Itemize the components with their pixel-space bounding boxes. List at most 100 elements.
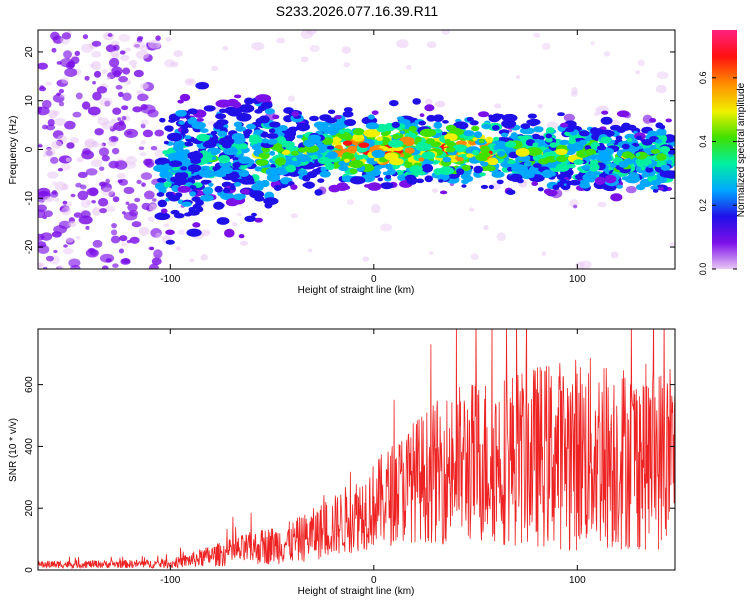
heatmap-noise-blob (38, 201, 43, 205)
heatmap-signal-blob (438, 179, 444, 183)
heatmap-noise-blob (61, 76, 69, 84)
heatmap-noise-blob (85, 225, 90, 230)
heatmap-signal-blob (406, 147, 415, 154)
heatmap-noise-blob (56, 79, 69, 87)
colorbar-tick-label: 0.4 (698, 135, 708, 148)
heatmap-noise-blob (115, 85, 123, 90)
heatmap-signal-blob (555, 163, 570, 172)
heatmap-signal-blob (244, 215, 256, 223)
heatmap-noise-blob (150, 228, 162, 238)
heatmap-noise-blob (75, 235, 81, 240)
heatmap-noise-blob (165, 36, 172, 42)
heatmap-signal-blob (610, 162, 617, 168)
heatmap-signal-blob (343, 158, 350, 163)
heatmap-noise-blob (647, 123, 654, 128)
heatmap-signal-blob (649, 117, 657, 123)
heatmap-signal-blob (618, 161, 629, 168)
heatmap-noise-blob (46, 196, 55, 202)
colorbar-ticks: 0.0 0.2 0.4 0.6 (698, 72, 737, 275)
heatmap-noise-blob (153, 249, 163, 259)
heatmap-noise-blob (125, 201, 130, 205)
heatmap-signal-blob (581, 165, 591, 170)
heatmap-signal-blob (269, 150, 276, 156)
heatmap-signal-blob (233, 181, 242, 187)
heatmap-signal-blob (322, 137, 334, 145)
heatmap-noise-blob (51, 140, 63, 149)
x-tick-label: -100 (160, 575, 180, 586)
heatmap-noise-blob (127, 203, 138, 212)
heatmap-signal-blob (178, 120, 185, 125)
heatmap-signal-blob (233, 193, 245, 201)
heatmap-signal-blob (500, 132, 509, 138)
heatmap-signal-blob (421, 163, 434, 173)
heatmap-signal-blob (408, 125, 417, 132)
heatmap-signal-blob (655, 122, 664, 129)
heatmap-signal-blob (258, 115, 270, 124)
heatmap-signal-blob (255, 94, 272, 103)
heatmap-signal-blob (269, 121, 281, 128)
heatmap-noise-blob (189, 258, 195, 263)
heatmap-noise-blob (341, 46, 351, 54)
heatmap-noise-blob (92, 207, 101, 216)
heatmap-signal-blob (314, 189, 323, 196)
heatmap-signal-blob (232, 162, 241, 169)
heatmap-signal-blob (615, 135, 623, 141)
heatmap-signal-blob (219, 166, 233, 175)
heatmap-signal-blob (488, 184, 494, 190)
heatmap-noise-blob (117, 117, 122, 121)
heatmap-noise-blob (236, 212, 242, 217)
heatmap-noise-blob (77, 171, 88, 179)
heatmap-signal-blob (525, 147, 543, 156)
heatmap-signal-blob (367, 182, 382, 191)
heatmap-noise-blob (50, 191, 59, 198)
heatmap-signal-blob (568, 138, 576, 145)
heatmap-signal-blob (203, 105, 216, 112)
heatmap-x-label: Height of straight line (km) (298, 285, 415, 296)
heatmap-noise-blob (111, 147, 120, 155)
heatmap-noise-blob (70, 193, 76, 198)
heatmap-signal-blob (192, 222, 201, 228)
heatmap-signal-blob (268, 128, 276, 134)
heatmap-signal-blob (189, 191, 197, 197)
heatmap-signal-blob (215, 99, 232, 108)
heatmap-signal-blob (216, 217, 230, 225)
heatmap-signal-blob (533, 126, 544, 133)
heatmap-signal-blob (601, 110, 609, 115)
heatmap-signal-blob (248, 134, 260, 141)
heatmap-noise-blob (56, 61, 62, 65)
heatmap-noise-blob (140, 123, 146, 129)
heatmap-noise-blob (537, 103, 543, 109)
heatmap-signal-blob (426, 160, 434, 165)
heatmap-noise-blob (300, 30, 314, 39)
heatmap-signal-blob (261, 138, 269, 144)
heatmap-noise-blob (147, 216, 155, 222)
heatmap-signal-blob (350, 176, 366, 185)
heatmap-signal-blob (187, 117, 198, 125)
heatmap-signal-blob (545, 133, 553, 139)
heatmap-signal-blob (526, 119, 534, 125)
heatmap-signal-blob (557, 181, 565, 188)
heatmap-signal-blob (306, 171, 318, 179)
heatmap-signal-blob (658, 186, 664, 191)
heatmap-noise-blob (533, 32, 541, 38)
heatmap-noise-blob (170, 61, 179, 68)
heatmap-signal-blob (532, 142, 539, 147)
heatmap-signal-blob (327, 109, 336, 115)
heatmap-noise-blob (140, 104, 148, 111)
heatmap-noise-blob (406, 64, 412, 70)
heatmap-signal-blob (272, 114, 280, 120)
heatmap-signal-blob (430, 141, 442, 148)
heatmap-noise-blob (61, 183, 69, 191)
heatmap-noise-blob (210, 65, 219, 71)
heatmap-signal-blob (251, 143, 262, 151)
heatmap-noise-blob (126, 131, 133, 135)
heatmap-signal-blob (511, 132, 518, 137)
heatmap-signal-blob (195, 81, 210, 90)
heatmap-noise-blob (72, 111, 82, 118)
heatmap-noise-blob (98, 147, 110, 157)
heatmap-noise-blob (155, 232, 162, 239)
heatmap-noise-blob (110, 50, 120, 58)
heatmap-signal-blob (239, 143, 248, 150)
heatmap-signal-blob (310, 147, 318, 152)
heatmap-signal-blob (635, 135, 643, 141)
